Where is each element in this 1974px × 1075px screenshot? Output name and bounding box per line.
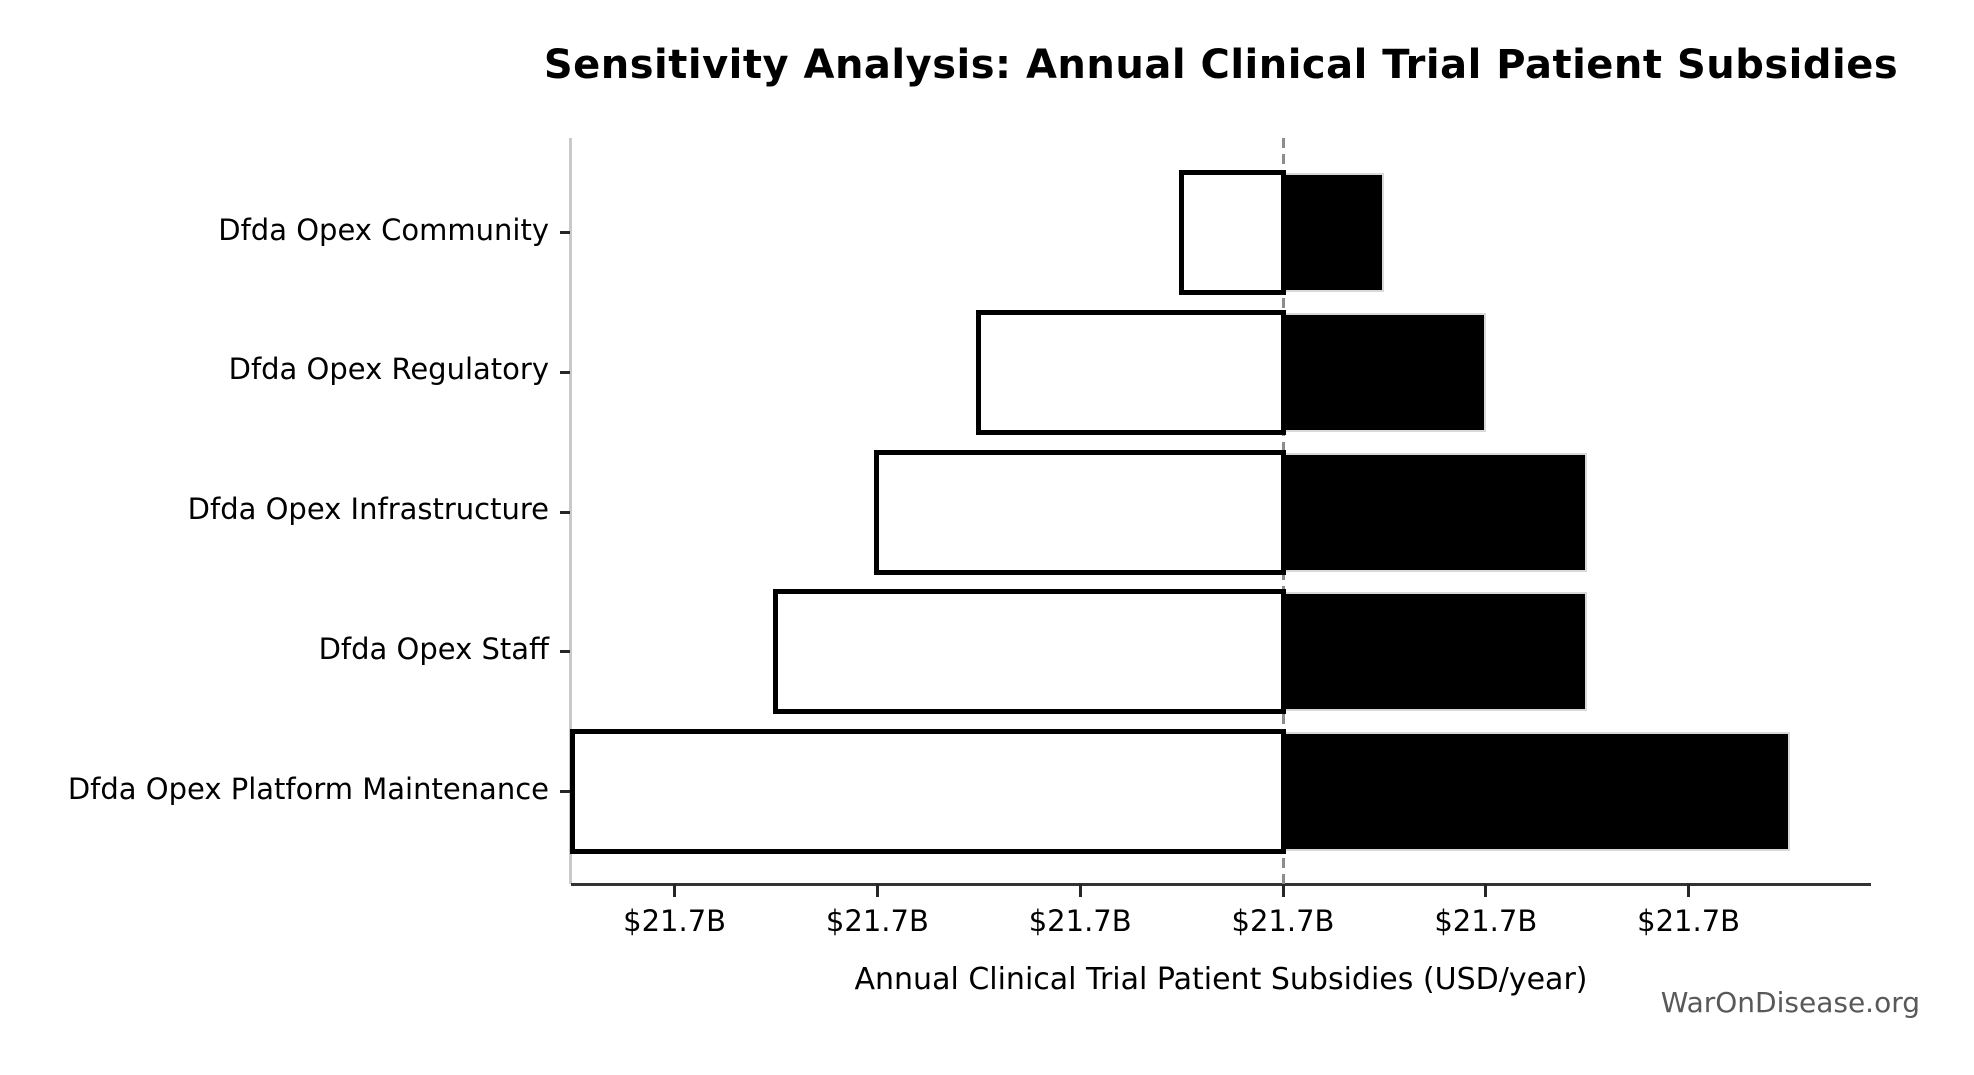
y-axis-spine bbox=[569, 138, 572, 884]
y-tick bbox=[560, 510, 570, 514]
tornado-bar-low bbox=[874, 449, 1286, 575]
x-tick bbox=[1281, 884, 1285, 897]
x-tick bbox=[673, 884, 677, 897]
category-label: Dfda Opex Regulatory bbox=[228, 352, 549, 387]
x-tick bbox=[1484, 884, 1488, 897]
tornado-bar-high bbox=[1283, 452, 1588, 572]
category-label: Dfda Opex Community bbox=[218, 212, 549, 247]
y-tick bbox=[560, 650, 570, 654]
category-label: Dfda Opex Platform Maintenance bbox=[67, 771, 549, 806]
x-tick-label: $21.7B bbox=[1637, 904, 1741, 938]
x-tick-label: $21.7B bbox=[1434, 904, 1538, 938]
x-tick bbox=[875, 884, 879, 897]
x-tick bbox=[1078, 884, 1082, 897]
tornado-bar-high bbox=[1283, 592, 1588, 712]
x-tick bbox=[1687, 884, 1691, 897]
tornado-bar-low bbox=[975, 309, 1286, 435]
x-axis-label: Annual Clinical Trial Patient Subsidies … bbox=[854, 962, 1588, 997]
category-label: Dfda Opex Staff bbox=[318, 631, 549, 666]
tornado-bar-high bbox=[1283, 173, 1385, 292]
tornado-bar-low bbox=[570, 729, 1286, 854]
tornado-bar-low bbox=[1178, 170, 1286, 295]
tornado-bar-high bbox=[1283, 732, 1790, 851]
y-tick bbox=[560, 790, 570, 793]
x-tick-label: $21.7B bbox=[1028, 904, 1132, 938]
tornado-bar-low bbox=[773, 589, 1286, 715]
y-tick bbox=[560, 370, 570, 374]
category-label: Dfda Opex Infrastructure bbox=[187, 492, 549, 526]
x-axis-spine bbox=[571, 883, 1871, 886]
y-tick bbox=[560, 231, 570, 234]
tornado-bar-high bbox=[1283, 312, 1486, 432]
chart-title: Sensitivity Analysis: Annual Clinical Tr… bbox=[543, 42, 1899, 88]
x-tick-label: $21.7B bbox=[1231, 904, 1335, 938]
x-tick-label: $21.7B bbox=[623, 904, 727, 938]
watermark-text: WarOnDisease.org bbox=[1660, 986, 1920, 1019]
x-tick-label: $21.7B bbox=[825, 904, 929, 938]
